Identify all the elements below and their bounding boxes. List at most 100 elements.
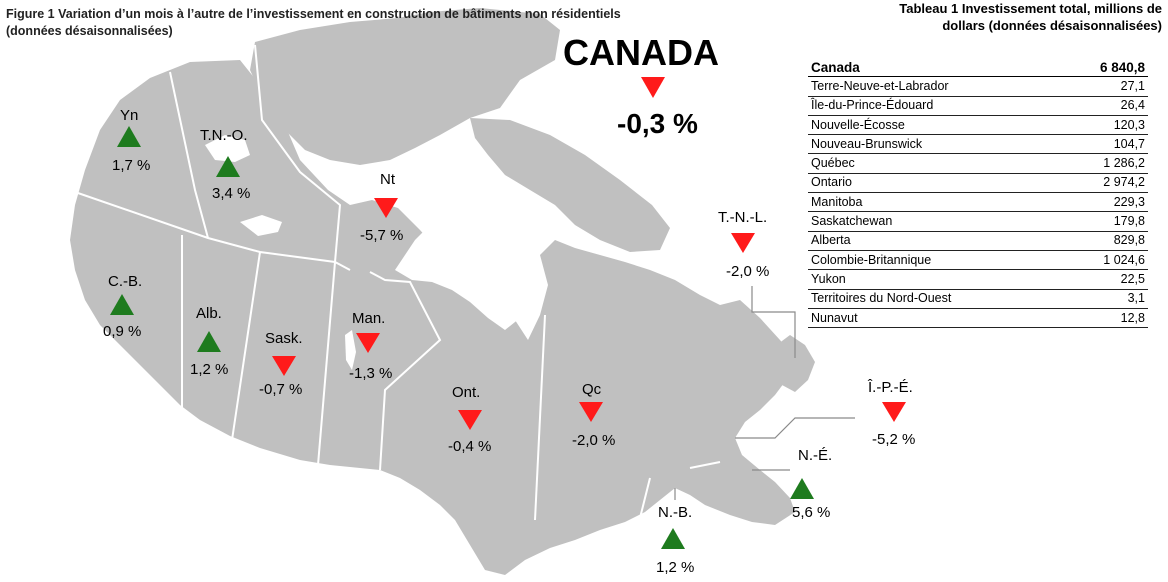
great-slave-lake xyxy=(240,215,282,236)
table-row: Alberta 829,8 xyxy=(808,231,1148,251)
row-value: 829,8 xyxy=(1060,231,1148,251)
table-row: Colombie-Britannique 1 024,6 xyxy=(808,250,1148,271)
row-name: Territoires du Nord-Ouest xyxy=(808,289,1061,309)
up-arrow-icon xyxy=(110,294,134,315)
region-change: -5,2 % xyxy=(872,431,915,448)
row-value: 6 840,8 xyxy=(1060,58,1148,78)
row-value: 26,4 xyxy=(1060,96,1148,116)
table-row: Yukon 22,5 xyxy=(808,269,1148,290)
region-change: -0,7 % xyxy=(259,381,302,398)
region-sask: Sask. -0,7 % xyxy=(259,330,303,398)
table-row: Québec 1 286,2 xyxy=(808,153,1148,174)
region-label: Man. xyxy=(352,310,385,327)
row-name: Alberta xyxy=(808,231,1061,251)
region-change: 5,6 % xyxy=(792,504,830,521)
arctic-islands xyxy=(250,8,560,165)
canada-name: CANADA xyxy=(563,32,719,73)
table-row: Nunavut 12,8 xyxy=(808,308,1148,329)
down-arrow-icon xyxy=(731,233,755,253)
region-change: -1,3 % xyxy=(349,365,392,382)
region-label: N.-B. xyxy=(658,504,692,521)
region-ipe: Î.-P.-É. -5,2 % xyxy=(867,379,915,448)
up-arrow-icon xyxy=(790,478,814,499)
region-change: 0,9 % xyxy=(103,323,141,340)
region-change: 1,2 % xyxy=(190,361,228,378)
region-change: 3,4 % xyxy=(212,185,250,202)
region-yn: Yn 1,7 % xyxy=(112,107,150,174)
down-arrow-icon xyxy=(356,333,380,353)
region-tno: T.N.-O. 3,4 % xyxy=(200,127,250,202)
canada-down-arrow-icon xyxy=(641,77,665,98)
row-name: Nouveau-Brunswick xyxy=(808,134,1061,155)
row-name: Ontario xyxy=(808,173,1061,194)
great-bear-lake xyxy=(205,135,250,162)
region-ont: Ont. -0,4 % xyxy=(448,384,491,455)
down-arrow-icon xyxy=(458,410,482,430)
table-title-line2: dollars (données désaisonnalisées) xyxy=(942,18,1162,33)
row-value: 3,1 xyxy=(1060,289,1148,309)
row-name: Manitoba xyxy=(808,192,1061,213)
row-name: Québec xyxy=(808,153,1061,174)
table-row: Terre-Neuve-et-Labrador 27,1 xyxy=(808,76,1148,97)
mainland xyxy=(70,60,795,575)
down-arrow-icon xyxy=(272,356,296,376)
newfoundland xyxy=(770,335,815,392)
borders xyxy=(74,44,721,521)
region-nt: Nt -5,7 % xyxy=(360,171,403,244)
region-label: Nt xyxy=(380,171,396,188)
row-value: 1 024,6 xyxy=(1060,250,1148,271)
table-row: Nouveau-Brunswick 104,7 xyxy=(808,134,1148,155)
region-label: Alb. xyxy=(196,305,222,322)
investment-table: Canada 6 840,8 Terre-Neuve-et-Labrador 27… xyxy=(808,58,1148,329)
region-label: C.-B. xyxy=(108,273,142,290)
region-qc: Qc -2,0 % xyxy=(572,381,615,449)
region-change: 1,2 % xyxy=(656,559,694,576)
table-row: Ontario 2 974,2 xyxy=(808,173,1148,194)
region-man: Man. -1,3 % xyxy=(349,310,392,382)
up-arrow-icon xyxy=(216,156,240,177)
row-value: 179,8 xyxy=(1060,211,1148,232)
row-value: 2 974,2 xyxy=(1060,173,1148,194)
row-name: Nouvelle-Écosse xyxy=(808,115,1061,136)
table-title: Tableau 1 Investissement total, millions… xyxy=(800,0,1162,34)
region-label: Yn xyxy=(120,107,138,124)
region-label: Qc xyxy=(582,381,602,398)
table-row: Manitoba 229,3 xyxy=(808,192,1148,213)
row-name: Yukon xyxy=(808,269,1061,290)
down-arrow-icon xyxy=(579,402,603,422)
row-name: Terre-Neuve-et-Labrador xyxy=(808,76,1061,97)
region-label: Î.-P.-É. xyxy=(867,379,913,396)
up-arrow-icon xyxy=(661,528,685,549)
leader-tnl xyxy=(751,286,796,358)
table-row: Saskatchewan 179,8 xyxy=(808,211,1148,232)
down-arrow-icon xyxy=(882,402,906,422)
table-row: Nouvelle-Écosse 120,3 xyxy=(808,115,1148,136)
row-name: Saskatchewan xyxy=(808,211,1061,232)
region-label: Ont. xyxy=(452,384,480,401)
row-value: 120,3 xyxy=(1060,115,1148,136)
region-nb: N.-B. 1,2 % xyxy=(656,504,694,576)
table-row: Île-du-Prince-Édouard 26,4 xyxy=(808,96,1148,116)
row-value: 22,5 xyxy=(1060,269,1148,290)
leader-ipe xyxy=(735,417,855,439)
region-alb: Alb. 1,2 % xyxy=(190,305,228,378)
table-title-line1: Tableau 1 Investissement total, millions… xyxy=(899,1,1162,16)
row-name: Nunavut xyxy=(808,308,1061,329)
region-label: N.-É. xyxy=(798,447,832,464)
row-value: 1 286,2 xyxy=(1060,153,1148,174)
lake-winnipeg xyxy=(345,330,356,370)
region-change: -2,0 % xyxy=(572,432,615,449)
up-arrow-icon xyxy=(117,126,141,147)
row-name: Colombie-Britannique xyxy=(808,250,1061,271)
region-label: T.N.-O. xyxy=(200,127,248,144)
table-row: Territoires du Nord-Ouest 3,1 xyxy=(808,289,1148,309)
figure-title-line2: (données désaisonnalisées) xyxy=(6,24,173,38)
row-value: 229,3 xyxy=(1060,192,1148,213)
region-cb: C.-B. 0,9 % xyxy=(103,273,142,340)
region-change: -2,0 % xyxy=(726,263,769,280)
hudson-bay xyxy=(395,205,530,330)
figure-title-line1: Figure 1 Variation d’un mois à l’autre d… xyxy=(6,7,621,21)
down-arrow-icon xyxy=(374,198,398,218)
region-ne: N.-É. 5,6 % xyxy=(790,447,832,521)
